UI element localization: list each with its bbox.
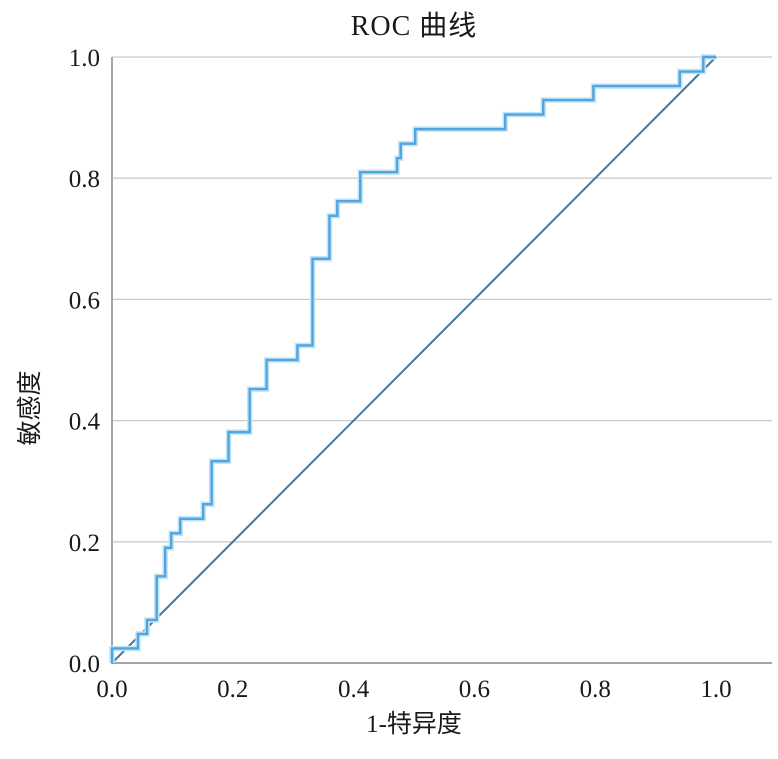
- x-tick-label-0.4: 0.4: [338, 676, 370, 703]
- y-tick-label-0.0: 0.0: [69, 651, 100, 678]
- y-tick-label-0.6: 0.6: [69, 287, 100, 314]
- chart-title: ROC 曲线: [350, 11, 478, 42]
- x-tick-label-0.8: 0.8: [580, 676, 611, 703]
- y-tick-label-0.2: 0.2: [69, 530, 100, 557]
- y-axis-title: 敏感度: [17, 370, 44, 446]
- y-tick-label-0.8: 0.8: [69, 166, 100, 193]
- x-tick-label-0.2: 0.2: [217, 676, 248, 703]
- y-tick-label-0.4: 0.4: [69, 409, 101, 436]
- reference-diagonal-line: [111, 56, 717, 664]
- roc-curve-line: [110, 55, 716, 663]
- x-tick-label-0.6: 0.6: [459, 676, 490, 703]
- x-axis-title: 1-特异度: [366, 711, 462, 738]
- y-tick-label-1.0: 1.0: [69, 45, 100, 72]
- x-tick-label-1.0: 1.0: [700, 676, 731, 703]
- x-tick-label-0.0: 0.0: [96, 676, 127, 703]
